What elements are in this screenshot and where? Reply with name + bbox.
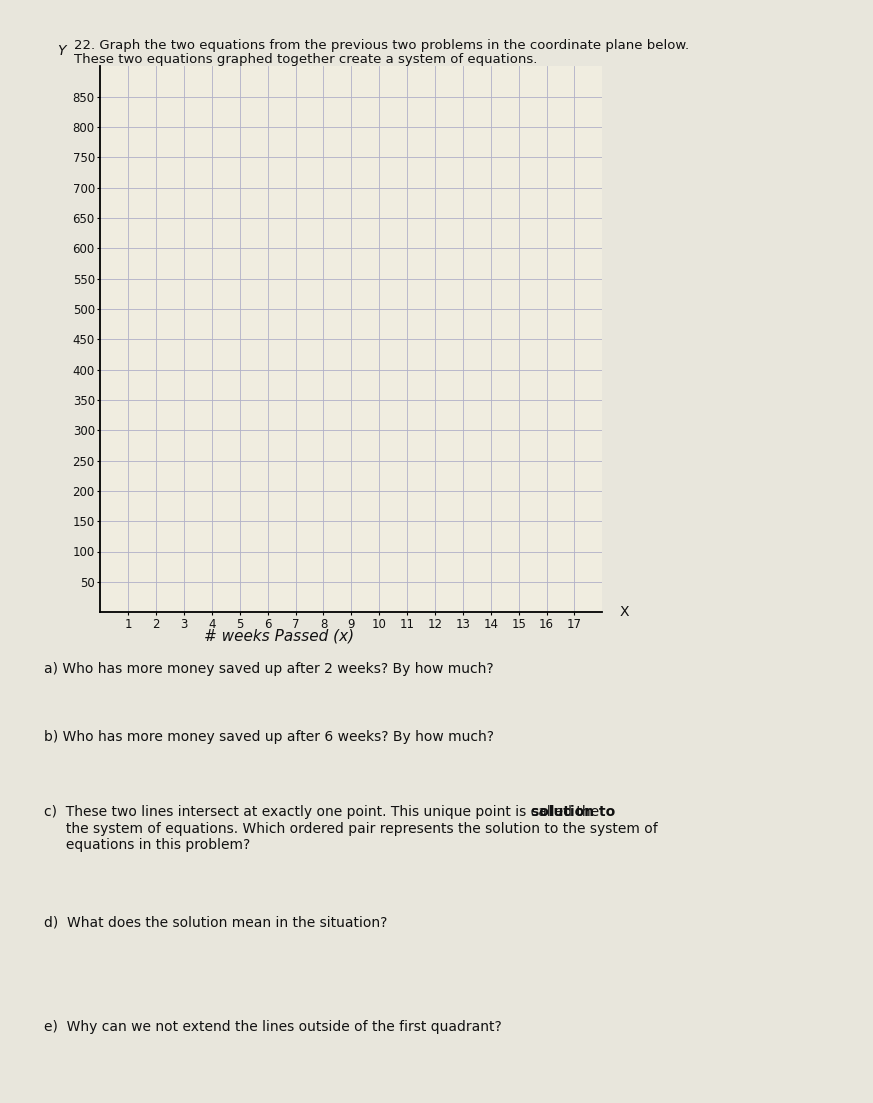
Text: e)  Why can we not extend the lines outside of the first quadrant?: e) Why can we not extend the lines outsi…	[44, 1020, 501, 1035]
Text: equations in this problem?: equations in this problem?	[44, 838, 250, 853]
Text: 22. Graph the two equations from the previous two problems in the coordinate pla: 22. Graph the two equations from the pre…	[74, 39, 690, 52]
Text: the system of equations. Which ordered pair represents the solution to the syste: the system of equations. Which ordered p…	[44, 822, 657, 836]
Text: c)  These two lines intersect at exactly one point. This unique point is called : c) These two lines intersect at exactly …	[44, 805, 603, 820]
Text: # weeks Passed (x): # weeks Passed (x)	[204, 629, 354, 644]
Text: a) Who has more money saved up after 2 weeks? By how much?: a) Who has more money saved up after 2 w…	[44, 662, 493, 676]
Text: These two equations graphed together create a system of equations.: These two equations graphed together cre…	[74, 53, 538, 66]
Text: solution to: solution to	[531, 805, 615, 820]
Text: d)  What does the solution mean in the situation?: d) What does the solution mean in the si…	[44, 915, 387, 930]
Text: X: X	[619, 606, 629, 619]
Text: Y: Y	[57, 44, 65, 58]
Text: b) Who has more money saved up after 6 weeks? By how much?: b) Who has more money saved up after 6 w…	[44, 730, 493, 745]
